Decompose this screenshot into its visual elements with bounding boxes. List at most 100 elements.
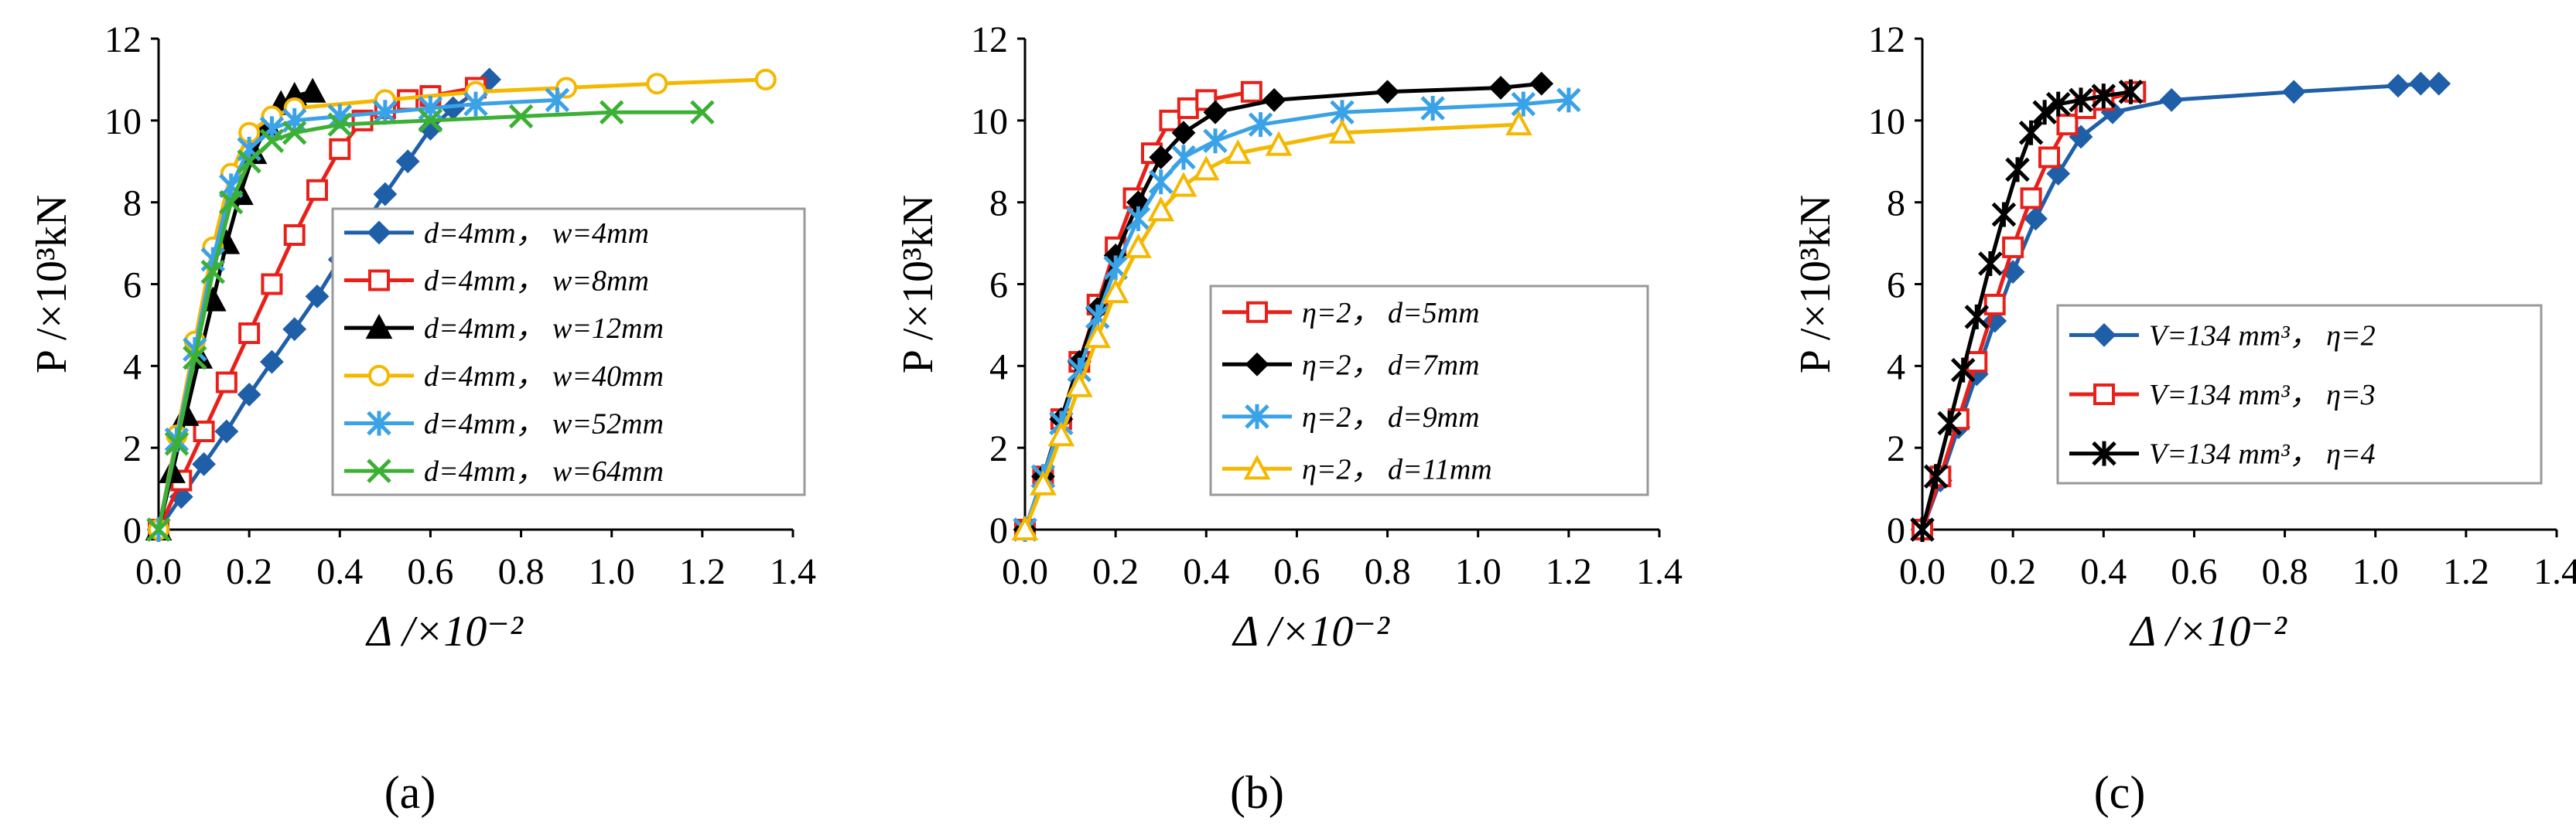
x-tick-label: 0.2 [1990, 551, 2036, 592]
data-point [1923, 464, 1949, 489]
data-point [237, 382, 261, 407]
legend-entry: V=134 mm³， η=4 [2149, 438, 2376, 471]
data-point [2032, 100, 2057, 125]
legend-marker [367, 458, 391, 483]
data-point [1505, 110, 1532, 136]
data-point [1125, 233, 1152, 258]
data-point [1102, 278, 1129, 304]
legend: V=134 mm³， η=2 V=134 mm³， η=3 V=134 mm³， η… [2056, 304, 2543, 485]
data-point [2045, 91, 2071, 117]
data-point [1937, 411, 1962, 436]
data-point [397, 89, 419, 111]
data-point [1328, 118, 1356, 144]
data-point [1177, 97, 1199, 119]
x-tick-label: 1.2 [679, 551, 726, 592]
x-tick-label: 0.8 [2262, 551, 2308, 592]
data-point [2159, 87, 2184, 112]
series-6 [146, 100, 715, 542]
y-axis-label: P /×10³kN [1792, 195, 1840, 373]
x-tick-label: 0.4 [316, 551, 363, 592]
x-tick-label: 0.0 [135, 551, 182, 592]
data-point [599, 100, 624, 125]
y-tick-label: 12 [104, 19, 142, 60]
x-tick-label: 1.0 [589, 551, 635, 592]
x-tick-label: 0.6 [407, 551, 453, 592]
data-point [1203, 100, 1228, 124]
data-point [395, 149, 420, 174]
y-tick-label: 12 [1868, 19, 1905, 60]
legend: η=2， d=5mm η=2， d=7mm η=2， d=9mm η=2， d=11m… [1209, 285, 1649, 496]
data-point [1991, 202, 2017, 227]
data-point [1203, 128, 1228, 154]
y-tick-label: 4 [1887, 346, 1905, 387]
data-point [261, 273, 283, 295]
y-tick-label: 12 [971, 19, 1008, 60]
data-point [1030, 470, 1057, 496]
legend-marker [2092, 322, 2116, 347]
data-point [508, 104, 534, 129]
x-tick-label: 0.8 [1365, 551, 1411, 592]
data-point [690, 100, 715, 125]
data-point [238, 322, 261, 344]
data-point [1978, 251, 2003, 277]
data-point [1171, 145, 1196, 170]
data-point [373, 182, 398, 206]
data-point [146, 517, 171, 542]
legend-marker [368, 269, 390, 291]
series-4 [1011, 110, 1532, 540]
legend-entry: η=2， d=11mm [1302, 453, 1492, 486]
legend-marker [1245, 404, 1269, 429]
y-tick-label: 0 [989, 510, 1008, 551]
data-point [1065, 372, 1093, 397]
data-point [193, 421, 215, 442]
data-point [2038, 146, 2060, 169]
x-tick-label: 0.2 [226, 551, 272, 592]
legend-marker [1245, 352, 1269, 377]
y-tick-label: 10 [104, 101, 142, 142]
data-point [1910, 517, 1935, 542]
y-tick-label: 8 [989, 183, 1008, 224]
data-point [299, 77, 326, 103]
series-line [1920, 90, 2131, 530]
legend-box [1209, 285, 1649, 496]
data-point [1983, 293, 2006, 315]
data-point [2002, 236, 2024, 258]
legend-entry: d=4mm， w=12mm [424, 312, 664, 345]
y-tick-label: 10 [1868, 101, 1905, 142]
data-point [282, 317, 307, 342]
y-tick-label: 6 [989, 265, 1008, 306]
data-point [2056, 114, 2079, 136]
data-point [1240, 80, 1262, 103]
data-point [305, 284, 330, 308]
panel-caption: (c) [2094, 767, 2146, 818]
legend-box [331, 207, 806, 496]
data-point [2386, 73, 2410, 98]
legend-entry: d=4mm， w=8mm [424, 265, 649, 298]
x-tick-label: 1.4 [2533, 551, 2576, 592]
data-point [1950, 357, 1976, 383]
x-tick-label: 0.0 [1002, 551, 1048, 592]
data-point [2069, 87, 2093, 113]
data-point [214, 419, 239, 444]
x-axis-label: Δ /×10⁻² [365, 608, 524, 656]
data-point [1488, 76, 1513, 100]
x-tick-label: 1.0 [1455, 551, 1502, 592]
x-tick-label: 0.6 [2171, 551, 2217, 592]
data-point [1148, 169, 1174, 195]
y-tick-label: 6 [1887, 265, 1905, 306]
x-tick-label: 0.2 [1092, 551, 1139, 592]
legend: d=4mm， w=4mm d=4mm， w=8mm d=4mm， w=12mm d=4… [331, 207, 806, 496]
data-point [2024, 206, 2048, 231]
chart-panel-b: 0.0 0.2 0.4 0.6 0.8 1.0 1.2 1.4 0 2 4 6 8 10 12 Δ /×10⁻… [894, 19, 1683, 818]
panel-caption: (a) [384, 767, 436, 818]
data-point [164, 431, 190, 456]
data-point [2281, 80, 2306, 104]
panel-caption: (b) [1230, 767, 1284, 818]
data-point [545, 87, 570, 113]
x-tick-label: 0.6 [1273, 551, 1320, 592]
data-point [1375, 80, 1399, 104]
data-point [2020, 187, 2042, 210]
y-tick-label: 10 [971, 101, 1008, 142]
legend-marker [1246, 301, 1268, 323]
x-tick-label: 1.2 [2443, 551, 2489, 592]
